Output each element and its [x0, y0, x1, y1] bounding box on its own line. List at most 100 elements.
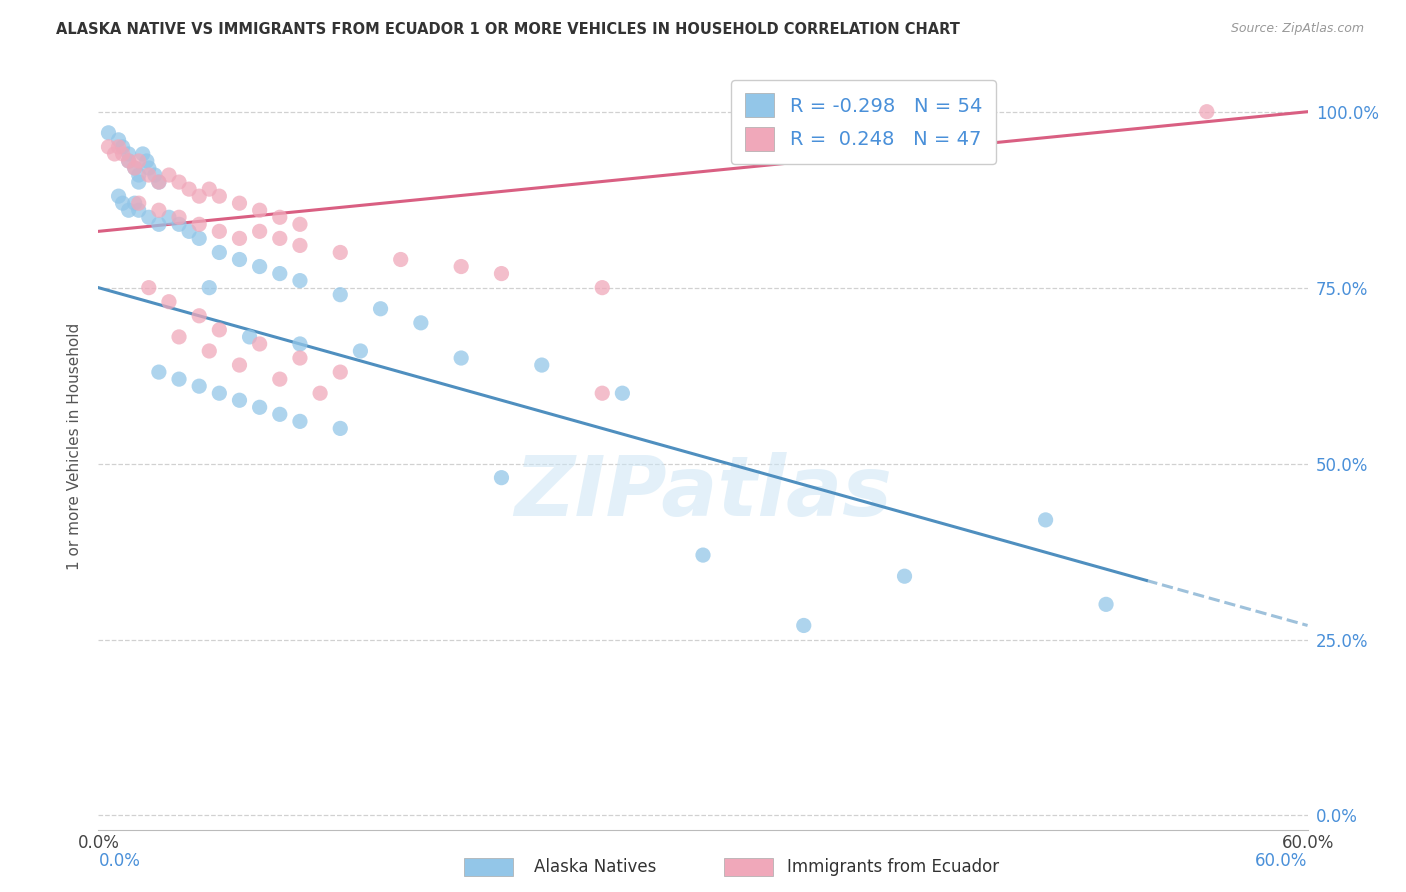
Point	[167, 217, 190, 231]
Point	[118, 147, 141, 161]
Point	[118, 153, 141, 168]
Point	[132, 147, 155, 161]
Point	[148, 365, 170, 379]
Point	[269, 372, 291, 386]
Point	[349, 343, 371, 358]
Point	[138, 280, 160, 294]
Point	[138, 168, 160, 182]
Point	[107, 133, 129, 147]
Point	[148, 175, 170, 189]
Point	[288, 351, 311, 365]
Point	[138, 161, 160, 175]
Point	[118, 203, 141, 218]
Point	[128, 196, 150, 211]
Text: Alaska Natives: Alaska Natives	[534, 858, 657, 876]
Point	[288, 238, 311, 252]
Point	[135, 153, 157, 168]
Point	[591, 280, 613, 294]
Point	[198, 182, 221, 196]
Point	[157, 294, 180, 309]
Point	[249, 224, 271, 238]
Point	[612, 386, 634, 401]
Point	[124, 196, 146, 211]
Point	[228, 252, 250, 267]
Point	[148, 217, 170, 231]
Point	[111, 196, 134, 211]
Point	[228, 358, 250, 372]
Point	[97, 126, 120, 140]
Point	[409, 316, 432, 330]
Point	[450, 351, 472, 365]
Point	[138, 211, 160, 225]
Point	[288, 337, 311, 351]
Text: ZIPatlas: ZIPatlas	[515, 451, 891, 533]
Point	[269, 267, 291, 281]
Point	[239, 330, 262, 344]
Point	[148, 175, 170, 189]
Point	[208, 323, 231, 337]
Point	[97, 140, 120, 154]
Point	[188, 189, 211, 203]
Point	[491, 471, 513, 485]
Point	[288, 274, 311, 288]
Point	[179, 224, 201, 238]
Point	[249, 401, 271, 415]
Point	[228, 196, 250, 211]
Point	[128, 175, 150, 189]
Point	[269, 407, 291, 421]
Point	[288, 414, 311, 428]
Point	[188, 217, 211, 231]
Point	[198, 280, 221, 294]
Point	[329, 365, 352, 379]
Point	[329, 245, 352, 260]
Point	[107, 140, 129, 154]
Point	[167, 372, 190, 386]
Point	[198, 343, 221, 358]
Point	[530, 358, 553, 372]
Point	[288, 217, 311, 231]
Point	[591, 386, 613, 401]
Point	[228, 231, 250, 245]
Point	[370, 301, 392, 316]
Point	[1035, 513, 1057, 527]
Legend: R = -0.298   N = 54, R =  0.248   N = 47: R = -0.298 N = 54, R = 0.248 N = 47	[731, 79, 995, 164]
Point	[389, 252, 412, 267]
Point	[188, 309, 211, 323]
Point	[228, 393, 250, 408]
Point	[167, 330, 190, 344]
Point	[128, 153, 150, 168]
Point	[692, 548, 714, 562]
Point	[118, 153, 141, 168]
Point	[148, 203, 170, 218]
Point	[249, 260, 271, 274]
Point	[188, 231, 211, 245]
Point	[128, 203, 150, 218]
Text: 0.0%: 0.0%	[98, 852, 141, 870]
Point	[167, 211, 190, 225]
Point	[208, 245, 231, 260]
Point	[157, 168, 180, 182]
Point	[450, 260, 472, 274]
Text: 60.0%: 60.0%	[1256, 852, 1308, 870]
Point	[329, 421, 352, 435]
Y-axis label: 1 or more Vehicles in Household: 1 or more Vehicles in Household	[67, 322, 83, 570]
Point	[893, 569, 915, 583]
Text: Immigrants from Ecuador: Immigrants from Ecuador	[787, 858, 1000, 876]
Point	[309, 386, 332, 401]
Text: Source: ZipAtlas.com: Source: ZipAtlas.com	[1230, 22, 1364, 36]
Point	[208, 189, 231, 203]
Point	[111, 140, 134, 154]
Point	[269, 231, 291, 245]
Point	[208, 386, 231, 401]
Point	[124, 161, 146, 175]
Point	[208, 224, 231, 238]
Point	[249, 203, 271, 218]
Point	[188, 379, 211, 393]
Text: ALASKA NATIVE VS IMMIGRANTS FROM ECUADOR 1 OR MORE VEHICLES IN HOUSEHOLD CORRELA: ALASKA NATIVE VS IMMIGRANTS FROM ECUADOR…	[56, 22, 960, 37]
Point	[128, 168, 150, 182]
Point	[329, 287, 352, 301]
Point	[249, 337, 271, 351]
Point	[1195, 104, 1218, 119]
Point	[111, 147, 134, 161]
Point	[143, 168, 166, 182]
